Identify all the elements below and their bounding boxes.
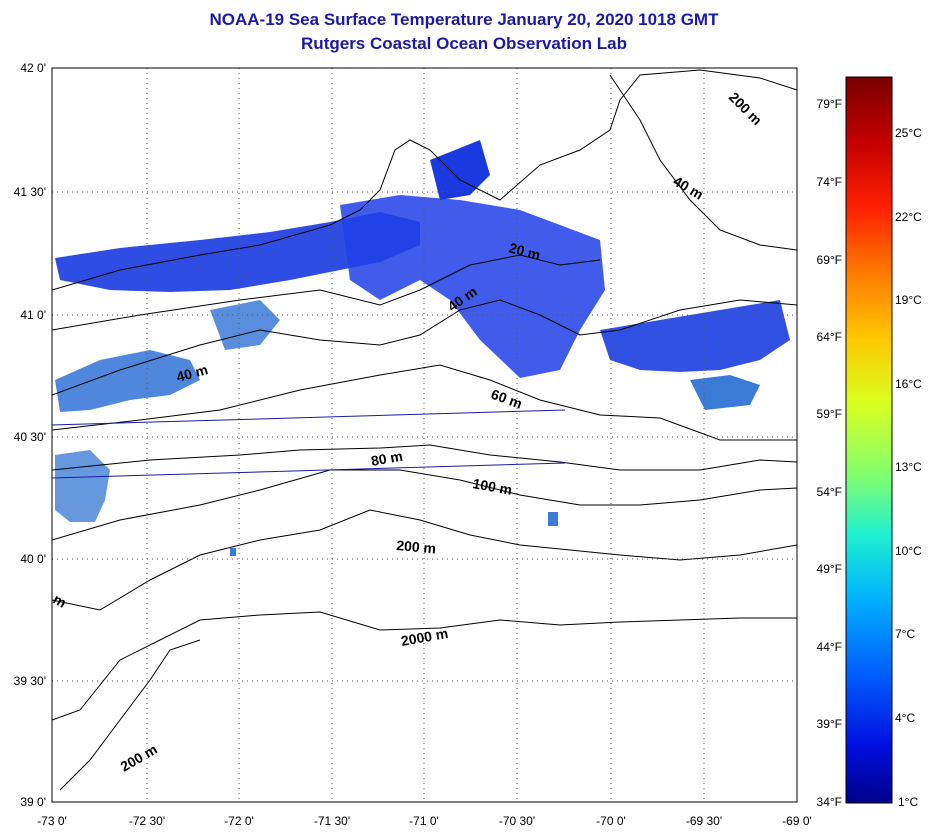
colorbar-celsius-label: 10°C [895, 544, 922, 558]
sst-patch-buzzards-bay [430, 140, 490, 200]
lat-tick-label: 40 30' [14, 430, 46, 444]
colorbar-celsius-label: 4°C [895, 711, 915, 725]
contour-40m-east [609, 74, 797, 251]
contour-200m-south [59, 639, 201, 791]
sst-speck-2 [230, 548, 236, 556]
contour-40m [52, 299, 797, 396]
sst-patch-cape-shelf [600, 300, 790, 372]
depth-label: 200 m [726, 89, 765, 128]
colorbar-fahrenheit-label: 34°F [817, 795, 842, 809]
sst-patch-mid-shelf [210, 300, 280, 350]
lat-tick-label: 41 30' [14, 185, 46, 199]
depth-label: 200 m [396, 537, 437, 556]
lat-tick-label: 39 0' [20, 795, 46, 809]
colorbar-celsius-label: 16°C [895, 377, 922, 391]
colorbar-celsius-label: 22°C [895, 210, 922, 224]
coastline [52, 69, 797, 291]
grid-lines [52, 68, 797, 802]
colorbar-fahrenheit-label: 59°F [817, 407, 842, 421]
colorbar-fahrenheit-label: 39°F [817, 717, 842, 731]
lon-axis: -73 0' -72 30' -72 0' -71 30' -71 0' -70… [37, 814, 812, 828]
contour-200m [52, 509, 797, 611]
lat-tick-label: 40 0' [20, 552, 46, 566]
lon-tick-label: -71 0' [409, 814, 439, 828]
lat-tick-label: 41 0' [20, 308, 46, 322]
depth-label: 2000 m [400, 625, 450, 649]
depth-label: 20 m [507, 239, 542, 263]
colorbar-celsius-label: 19°C [895, 293, 922, 307]
colorbar-celsius-label: 13°C [895, 460, 922, 474]
sst-patch-long-island-sound [55, 212, 420, 292]
sst-data-layer [55, 140, 790, 556]
lon-tick-label: -72 0' [224, 814, 254, 828]
depth-label: 80 m [370, 448, 404, 469]
depth-label: 60 m [489, 386, 524, 412]
depth-labels: 200 m 40 m 20 m 40 m 40 m 60 m 80 m 100 … [51, 89, 766, 775]
depth-label: m [51, 591, 70, 611]
depth-label: 100 m [471, 475, 513, 498]
sst-patch-west-shelf-1 [55, 350, 200, 412]
lat-tick-label: 42 0' [20, 61, 46, 75]
lon-tick-label: -70 0' [596, 814, 626, 828]
contour-100m [52, 469, 797, 541]
colorbar-fahrenheit-label: 79°F [817, 97, 842, 111]
contour-20m [52, 254, 601, 331]
contour-80m [52, 444, 797, 471]
map-frame [51, 67, 798, 803]
lon-tick-label: -72 30' [129, 814, 165, 828]
colorbar-fahrenheit-label: 49°F [817, 562, 842, 576]
depth-label: 40 m [175, 361, 210, 385]
lat-axis: 42 0' 41 30' 41 0' 40 30' 40 0' 39 30' 3… [14, 61, 46, 809]
colorbar-celsius-label: 1°C [898, 795, 918, 809]
sst-patch-west-shelf-2 [55, 450, 110, 522]
lat-tick-label: 39 30' [14, 674, 46, 688]
colorbar-gradient [845, 76, 893, 804]
depth-label: 200 m [118, 741, 160, 775]
lon-tick-label: -69 30' [686, 814, 722, 828]
bathymetry-contours [52, 69, 797, 791]
sst-patch-nantucket-east [690, 375, 760, 410]
map-title: NOAA-19 Sea Surface Temperature January … [209, 10, 719, 29]
sst-speck-1 [548, 512, 558, 526]
colorbar: 25°C 22°C 19°C 16°C 13°C 10°C 7°C 4°C 1°… [817, 76, 922, 809]
colorbar-celsius-label: 25°C [895, 126, 922, 140]
colorbar-fahrenheit-label: 69°F [817, 253, 842, 267]
lon-tick-label: -71 30' [314, 814, 350, 828]
contour-2000m [52, 611, 797, 721]
map-subtitle: Rutgers Coastal Ocean Observation Lab [301, 34, 627, 53]
lon-tick-label: -69 0' [782, 814, 812, 828]
lon-tick-label: -73 0' [37, 814, 67, 828]
transect-lines [51, 409, 566, 479]
colorbar-fahrenheit-label: 74°F [817, 175, 842, 189]
colorbar-celsius-label: 7°C [895, 627, 915, 641]
colorbar-fahrenheit-label: 64°F [817, 330, 842, 344]
colorbar-fahrenheit-label: 44°F [817, 640, 842, 654]
contour-60m [52, 364, 797, 441]
lon-tick-label: -70 30' [499, 814, 535, 828]
sst-patch-ri-coast [340, 195, 605, 378]
colorbar-fahrenheit-label: 54°F [817, 485, 842, 499]
